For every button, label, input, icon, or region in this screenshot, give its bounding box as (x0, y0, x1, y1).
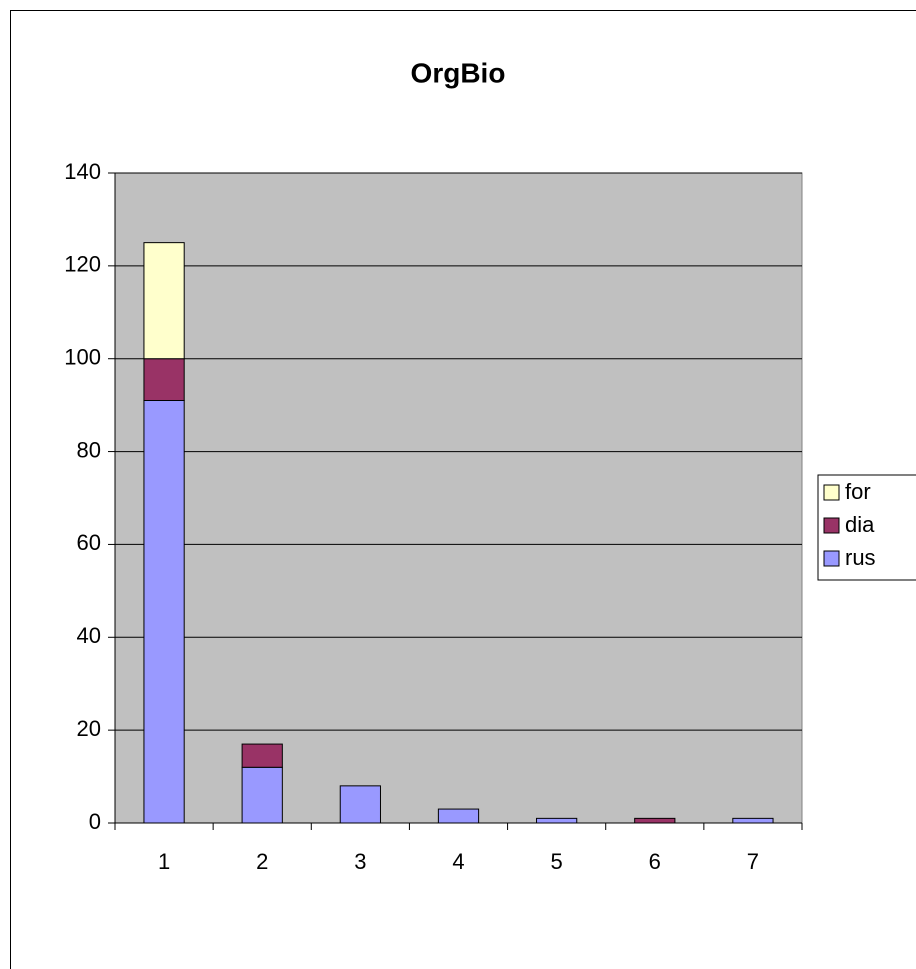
bar-segment (241, 766, 283, 824)
x-tick-label: 7 (747, 849, 759, 874)
y-tick-label: 0 (89, 809, 101, 834)
legend-label: for (845, 479, 871, 504)
bar-segment (536, 817, 578, 824)
x-tick-label: 4 (452, 849, 464, 874)
bar-segment (634, 817, 676, 824)
x-tick-label: 5 (551, 849, 563, 874)
y-tick-label: 80 (77, 437, 101, 462)
y-tick-label: 20 (77, 716, 101, 741)
bar-segment (339, 785, 381, 824)
legend-label: rus (845, 545, 876, 570)
bar-segment (437, 808, 480, 824)
x-tick-label: 2 (256, 849, 268, 874)
bar-segment (143, 242, 185, 360)
x-tick-label: 6 (649, 849, 661, 874)
chart-title: OrgBio (411, 57, 506, 88)
legend-swatch (823, 517, 840, 534)
x-tick-label: 3 (354, 849, 366, 874)
x-tick-label: 1 (158, 849, 170, 874)
y-tick-label: 120 (64, 252, 101, 277)
y-tick-label: 100 (64, 345, 101, 370)
bar-segment (241, 743, 283, 768)
plot-area (114, 172, 803, 824)
legend-swatch (823, 550, 840, 567)
y-tick-label: 40 (77, 623, 101, 648)
legend-swatch (823, 484, 840, 501)
bar-segment (143, 358, 185, 402)
y-tick-label: 140 (64, 159, 101, 184)
bar-segment (732, 817, 774, 824)
y-tick-label: 60 (77, 530, 101, 555)
bar-segment (143, 400, 185, 824)
legend-label: dia (845, 512, 875, 537)
